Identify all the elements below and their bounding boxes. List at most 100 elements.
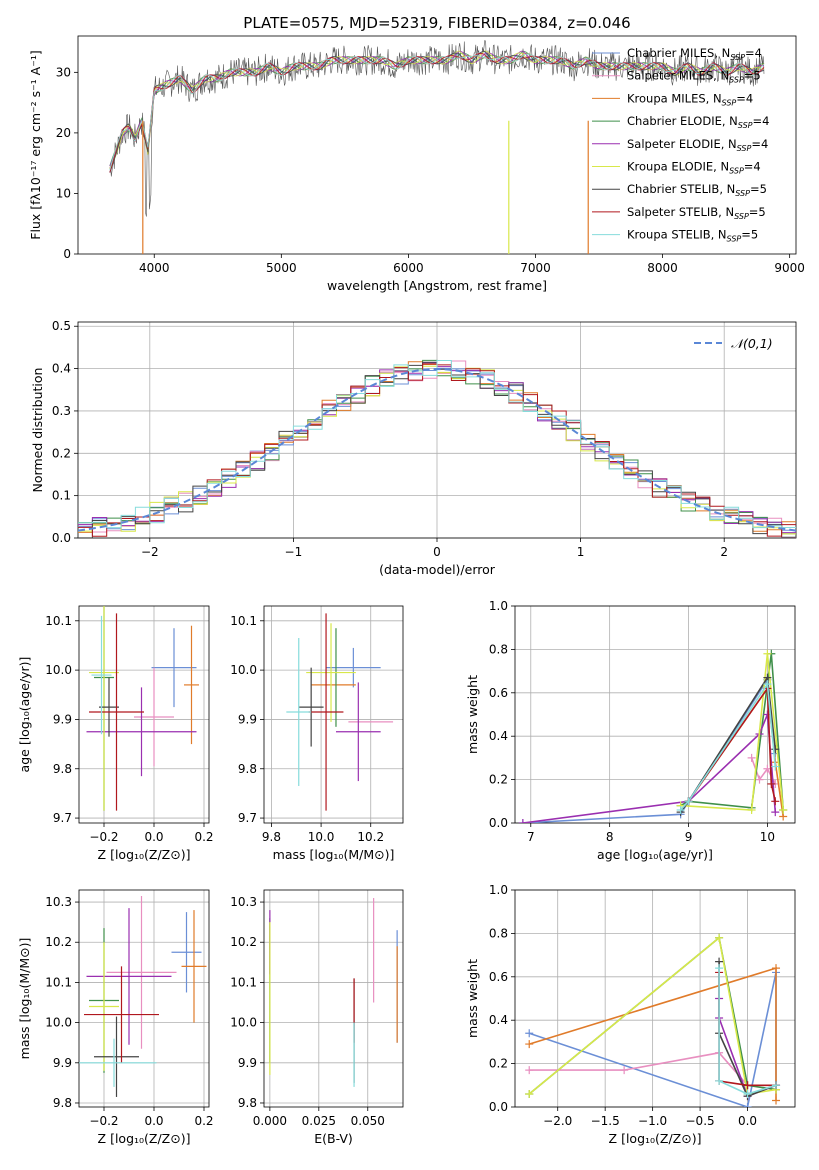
x-tick-label: 0 [433, 545, 441, 559]
mass-weight-marker [771, 762, 780, 771]
mass-weight-marker [772, 964, 781, 973]
y-tick-label: 10 [56, 186, 71, 200]
mass-weight-marker [767, 779, 776, 788]
y-tick-label: 0.6 [489, 970, 508, 984]
mass-weight-marker [747, 805, 756, 814]
mass-weight-marker [743, 1089, 752, 1098]
y-tick-label: 10.1 [45, 614, 72, 628]
x-tick-label: −0.2 [89, 1114, 118, 1128]
y-tick-label: 10.2 [45, 935, 72, 949]
legend-entry: 𝒩(0,1) [731, 336, 773, 351]
y-tick-label: 9.9 [53, 712, 72, 726]
x-tick-label: 6000 [393, 261, 424, 275]
y-tick-label: 9.7 [238, 811, 257, 825]
x-tick-label: 0.2 [194, 830, 213, 844]
axes-frame [263, 889, 404, 1108]
legend-entry: Salpeter STELIB, NSSP=5 [627, 205, 766, 221]
y-tick-label: 10.1 [230, 975, 257, 989]
y-tick-label: 0.1 [52, 489, 71, 503]
axes-frame [78, 605, 210, 824]
plot-area [269, 898, 398, 1087]
y-tick-label: 1.0 [489, 599, 508, 613]
axes-frame [77, 35, 797, 255]
y-tick-label: 0 [63, 247, 71, 261]
y-tick-label: 0.2 [489, 773, 508, 787]
x-tick-label: −1 [285, 545, 303, 559]
mass-weight-marker [525, 1029, 534, 1038]
error-bar-point [91, 615, 112, 735]
panel-mass-vs-ebv: 0.000 0.025 0.050 9.8 9.9 10.0 10.1 10.2 10.3 E(B… [230, 889, 404, 1146]
error-bar-point [326, 647, 381, 688]
x-axis-label: (data-model)/error [379, 562, 496, 577]
error-bar-point [306, 623, 356, 722]
y-tick-label: 0.2 [489, 1057, 508, 1071]
mass-weight-marker [525, 1066, 534, 1075]
y-tick-label: 0.8 [489, 642, 508, 656]
residual-histogram-9 [78, 360, 796, 529]
panel-spectrum: 4000 5000 6000 7000 8000 9000 0 10 20 30 wavelengt… [28, 35, 805, 293]
y-tick-label: 0.5 [52, 319, 71, 333]
y-tick-label: 9.8 [238, 762, 257, 776]
mass-weight-marker [763, 680, 772, 689]
spectrum-model-5 [109, 50, 765, 167]
mass-weight-marker [743, 1081, 752, 1090]
y-axis-label: mass weight [465, 959, 480, 1038]
error-bar-point [298, 667, 324, 747]
mass-weight-marker [684, 797, 693, 806]
plot-area [78, 359, 796, 538]
mass-weight-marker [747, 753, 756, 762]
mass-weight-marker [772, 1081, 781, 1090]
x-axis-label: wavelength [Angstrom, rest frame] [327, 278, 547, 293]
spectrum-model-7 [109, 50, 765, 173]
y-tick-label: 10.3 [230, 895, 257, 909]
spectrum-legend: Chabrier MILES, NSSP=4 Salpeter MILES, NS… [592, 46, 769, 244]
x-tick-label: 0.0 [144, 1114, 163, 1128]
error-bar-point [79, 1038, 157, 1087]
y-axis-label: Normed distribution [30, 368, 45, 493]
panel-weight-vs-age: 7 8 9 10 0.0 0.2 0.4 0.6 0.8 1.0 age [log₁₀(age/yr… [465, 599, 796, 862]
y-axis-label: Flux [fλ10⁻¹⁷ erg cm⁻² s⁻¹ A⁻¹] [28, 50, 43, 239]
x-axis-label: age [log₁₀(age/yr)] [597, 847, 713, 862]
error-bar-point [308, 613, 344, 811]
legend-entry: Kroupa MILES, NSSP=4 [627, 91, 753, 107]
y-tick-label: 0.3 [52, 404, 71, 418]
x-tick-label: 10.2 [357, 830, 384, 844]
panel-mass-vs-z: −0.2 0.0 0.2 9.8 9.9 10.0 10.1 10.2 10.3 Z [log₁₀… [17, 889, 214, 1146]
plot-area [86, 606, 199, 811]
error-bar-point [171, 912, 202, 993]
x-tick-label: 8 [606, 830, 614, 844]
mass-weight-marker [772, 1096, 781, 1105]
mass-weight-line-1 [522, 677, 777, 823]
axes-frame [78, 889, 210, 1108]
legend-entry: Salpeter MILES, NSSP=5 [627, 69, 761, 85]
panel-weight-vs-z: −2.0 −1.5 −1.0 −0.5 0.0 0.0 0.2 0.4 0.6 0.8 1.0 Z [… [465, 883, 796, 1146]
mass-weight-line-9 [718, 968, 777, 1095]
y-tick-label: 9.9 [53, 1056, 72, 1070]
y-tick-label: 10.0 [45, 1016, 72, 1030]
axes-frame [263, 605, 404, 824]
y-tick-label: 10.2 [230, 935, 257, 949]
x-axis-label: E(B-V) [314, 1131, 353, 1146]
x-tick-label: −1.5 [591, 1114, 620, 1128]
mass-weight-line-8 [687, 686, 777, 802]
spectrum-model-8 [109, 52, 765, 173]
plot-area [286, 613, 394, 811]
x-tick-label: 0.0 [144, 830, 163, 844]
x-tick-label: 4000 [139, 261, 170, 275]
y-tick-label: 10.0 [230, 663, 257, 677]
error-bar-point [89, 613, 144, 811]
error-bar-point [184, 625, 199, 745]
error-bar-point [134, 667, 174, 767]
spectrum-model-9 [109, 53, 765, 170]
panel-age-vs-mass: 9.8 10.0 10.2 9.7 9.8 9.9 10.0 10.1 mass [log₁₀(… [230, 605, 404, 862]
y-tick-label: 9.9 [238, 712, 257, 726]
y-tick-label: 0.8 [489, 926, 508, 940]
x-tick-label: 7 [527, 830, 535, 844]
legend-entry: Salpeter ELODIE, NSSP=4 [627, 137, 768, 153]
y-axis-label: mass weight [465, 675, 480, 754]
y-tick-label: 0.6 [489, 686, 508, 700]
panel-age-vs-z: −0.2 0.0 0.2 9.7 9.8 9.9 10.0 10.1 Z [log₁₀(Z/Z⊙… [17, 605, 214, 862]
y-axis-label: age [log₁₀(age/yr)] [17, 657, 32, 773]
error-bar-point [86, 908, 172, 1045]
